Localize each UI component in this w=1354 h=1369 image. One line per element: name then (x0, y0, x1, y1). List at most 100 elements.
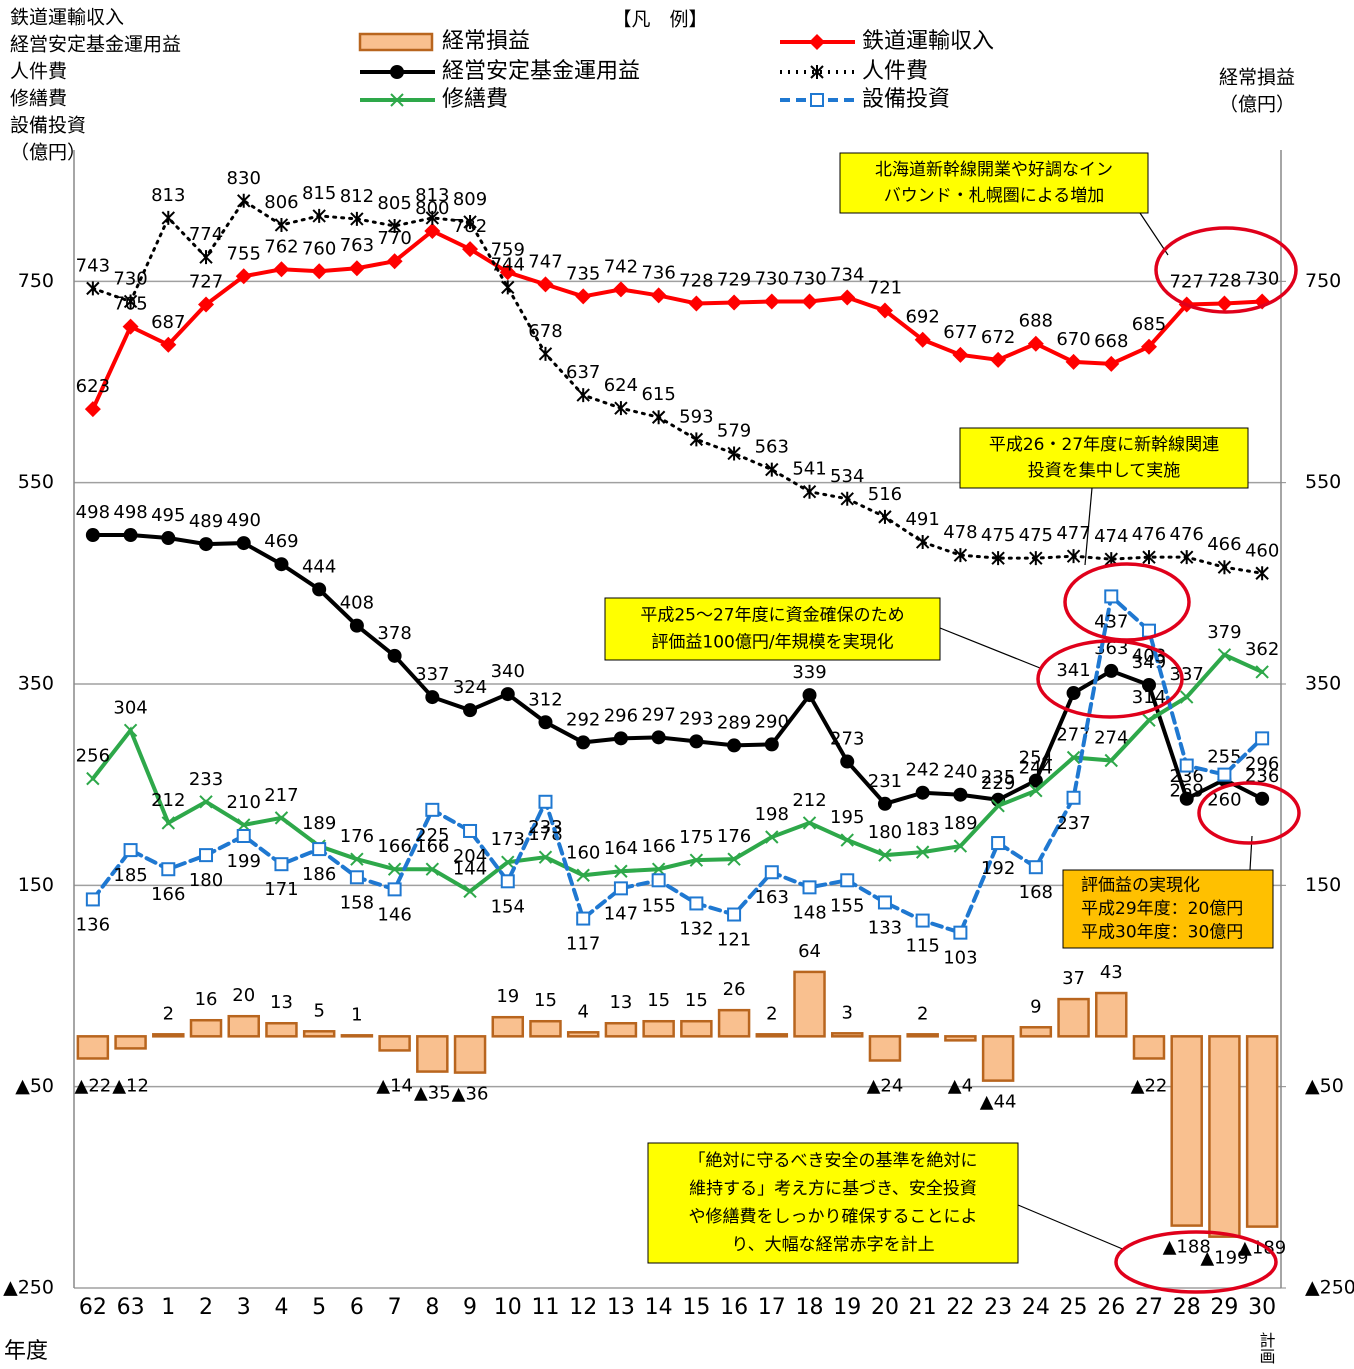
bar-value-label: ▲189 (1238, 1238, 1286, 1259)
data-label: 235 (981, 767, 1015, 788)
point (727, 446, 741, 461)
data-label: 297 (641, 704, 675, 725)
point (312, 582, 327, 597)
point (160, 336, 177, 353)
point (764, 865, 779, 880)
point (914, 331, 931, 348)
point (1104, 753, 1118, 768)
data-label: 763 (340, 235, 374, 256)
data-label: 312 (528, 689, 562, 710)
data-label: 155 (830, 895, 864, 916)
data-label: 735 (566, 263, 600, 284)
point (123, 843, 138, 858)
data-label: 339 (792, 662, 826, 683)
point (312, 208, 326, 223)
point (727, 852, 741, 866)
data-label: 678 (528, 321, 562, 342)
legend-marker (809, 34, 825, 50)
point (273, 261, 290, 278)
y-tick-label: 550 (18, 471, 54, 493)
bar-value-label: 2 (917, 1003, 928, 1024)
data-label: 195 (830, 807, 864, 828)
bar-value-label: 15 (685, 990, 708, 1011)
bar-value-label: 16 (195, 989, 218, 1010)
point (689, 734, 704, 749)
data-label: 163 (755, 887, 789, 908)
x-tick-label: 29 (1210, 1295, 1238, 1320)
bar (189, 1018, 223, 1038)
point (463, 823, 478, 838)
bar (906, 1033, 939, 1038)
point (613, 881, 628, 896)
annotation-text: バウンド・札幌圏による増加 (884, 186, 1105, 206)
highlight-ellipse (1197, 781, 1301, 845)
annotation-text: 「絶対に守るべき安全の基準を絶対に (689, 1151, 978, 1171)
data-label: 579 (717, 420, 751, 441)
data-label: 117 (566, 934, 600, 955)
point (763, 293, 780, 310)
data-label: 742 (604, 256, 638, 277)
data-label: 158 (340, 892, 374, 913)
data-label: 166 (641, 836, 675, 857)
data-label: 256 (76, 746, 110, 767)
data-label: 491 (905, 509, 939, 530)
bar-value-label: ▲22 (74, 1076, 111, 1097)
point (689, 896, 704, 911)
data-label: 728 (679, 270, 713, 291)
data-label: 437 (1094, 611, 1128, 632)
point (614, 864, 628, 878)
bar-value-label: 13 (609, 992, 632, 1013)
data-label: 379 (1207, 622, 1241, 643)
data-label: 296 (1245, 753, 1279, 774)
bar (680, 1019, 713, 1038)
point (349, 870, 364, 885)
point (689, 432, 704, 447)
data-label: 132 (679, 918, 713, 939)
point (1217, 648, 1232, 662)
x-tick-label: 18 (796, 1295, 824, 1320)
point (765, 830, 779, 844)
bar-value-label: 64 (798, 941, 821, 962)
data-label: 180 (868, 822, 902, 843)
point (538, 850, 553, 864)
data-label: 813 (151, 185, 185, 206)
annotation-text: 評価益100億円/年規模を実現化 (651, 633, 893, 653)
point (199, 537, 214, 552)
legend-marker (810, 93, 824, 107)
data-label: 164 (604, 838, 638, 859)
data-label: 489 (189, 511, 223, 532)
data-label: 466 (1207, 534, 1241, 555)
y2-tick-label: ▲250 (1305, 1277, 1354, 1299)
point (802, 688, 817, 703)
data-label: 593 (679, 406, 713, 427)
data-label: 296 (604, 705, 638, 726)
data-label: 624 (604, 375, 638, 396)
y2-tick-label: 750 (1305, 270, 1341, 292)
data-label: 176 (340, 826, 374, 847)
point (1065, 353, 1082, 370)
point (1141, 678, 1156, 693)
data-label: 762 (264, 236, 298, 257)
point (802, 880, 817, 895)
x-tick-label: 15 (682, 1295, 710, 1320)
bar-value-label: ▲199 (1200, 1248, 1248, 1269)
point (991, 799, 1005, 813)
point (237, 193, 251, 208)
x-tick-label: 8 (425, 1295, 439, 1320)
annotation-text: 平成26・27年度に新幹線関連 (989, 434, 1219, 455)
point (537, 276, 554, 293)
x-tick-label: 11 (531, 1295, 559, 1320)
bar (340, 1034, 374, 1038)
point (1029, 783, 1043, 798)
bar-value-label: ▲14 (376, 1076, 413, 1097)
legend-label: 鉄道運輸収入 (862, 29, 994, 54)
data-label: 255 (1207, 747, 1241, 768)
point (839, 289, 856, 306)
data-label: 747 (528, 251, 562, 272)
point (877, 796, 892, 811)
data-label: 133 (868, 917, 902, 938)
point (123, 294, 138, 309)
data-label: 495 (151, 505, 185, 526)
annotation-text: 評価益の実現化 (1081, 876, 1200, 896)
bar-value-label: 2 (766, 1003, 777, 1024)
